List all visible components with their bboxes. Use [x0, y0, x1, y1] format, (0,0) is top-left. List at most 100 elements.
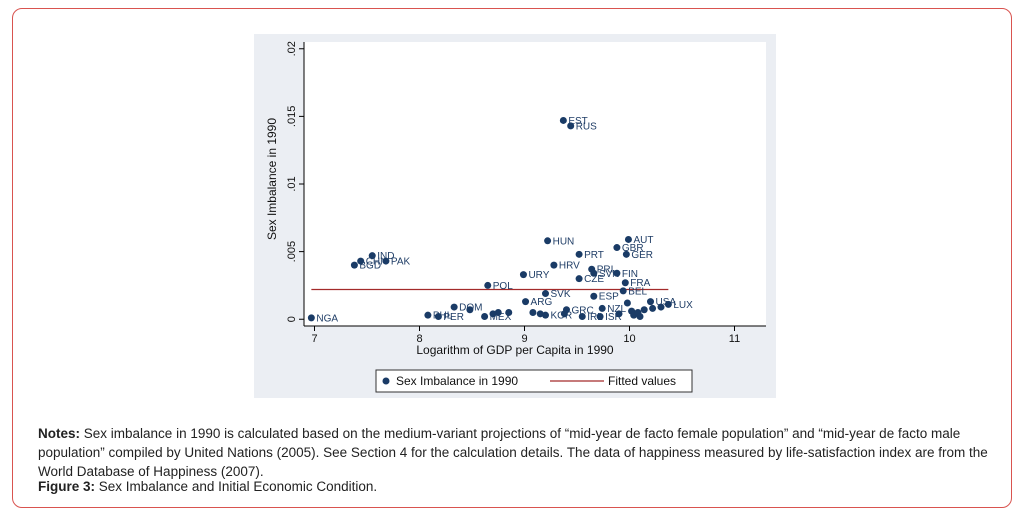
data-point	[613, 244, 621, 252]
data-point	[647, 298, 654, 306]
data-point	[550, 261, 558, 269]
y-axis-title: Sex Imbalance in 1990	[265, 118, 279, 240]
data-point	[350, 261, 358, 269]
legend-box	[375, 369, 693, 393]
point-label: CZE	[584, 274, 604, 285]
point-label: ARG	[531, 297, 553, 308]
data-point	[649, 304, 657, 312]
caption-label: Figure 3:	[38, 479, 96, 494]
point-label: GER	[631, 250, 653, 261]
point-label: BGD	[359, 261, 381, 272]
point-label: PRI	[597, 265, 614, 276]
point-label: GBR	[622, 243, 644, 254]
point-label: RUS	[576, 121, 597, 132]
point-label: KOR	[551, 311, 573, 322]
data-point	[567, 122, 575, 130]
point-label: NZL	[607, 304, 626, 315]
point-label: SVK	[551, 289, 571, 300]
y-tick-label: .005	[286, 241, 298, 262]
data-point	[590, 269, 598, 277]
figure-notes: Notes: Sex imbalance in 1990 is calculat…	[38, 424, 998, 481]
y-tick-label: .015	[286, 106, 298, 127]
data-point	[636, 313, 644, 321]
legend-label-fitted: Fitted values	[608, 374, 676, 388]
data-point	[624, 235, 632, 243]
notes-text: Sex imbalance in 1990 is calculated base…	[38, 426, 988, 479]
legend-label-points: Sex Imbalance in 1990	[396, 374, 518, 388]
scatter-chart: 7 8 9 10 11 0 .005 .01 .015 .02 Logarithm of GDP p…	[265, 41, 766, 393]
data-point	[613, 269, 621, 277]
data-point	[578, 313, 586, 321]
point-label: HRV	[559, 261, 580, 272]
figure-caption: Figure 3: Sex Imbalance and Initial Econ…	[38, 479, 377, 494]
data-point	[657, 303, 665, 311]
point-label: PER	[443, 312, 464, 323]
point-label: MEX	[490, 312, 512, 323]
data-point	[519, 271, 527, 279]
x-tick-label: 8	[416, 333, 422, 345]
point-label: CHN	[366, 257, 388, 268]
point-label: POL	[493, 281, 513, 292]
point-label: ESP	[599, 292, 619, 303]
data-point	[615, 310, 623, 318]
data-point	[481, 313, 489, 321]
point-label: HUN	[553, 236, 575, 247]
point-label: FIN	[622, 269, 638, 280]
point-label: LUX	[673, 300, 693, 311]
point-label: IND	[377, 251, 394, 262]
data-point	[622, 250, 630, 258]
data-point	[559, 116, 567, 124]
point-label: IRL	[587, 312, 603, 323]
data-point	[621, 279, 629, 287]
data-point	[450, 303, 458, 311]
point-label: URY	[528, 270, 549, 281]
data-point	[484, 281, 492, 289]
data-point	[560, 310, 568, 318]
x-tick-label: 7	[311, 333, 317, 345]
data-point	[494, 308, 502, 316]
plot-area	[304, 42, 766, 326]
y-tick-label: .02	[286, 41, 298, 56]
data-point	[542, 311, 549, 319]
data-point	[466, 306, 474, 314]
data-point	[529, 308, 537, 316]
y-tick-label: .01	[286, 176, 298, 191]
data-point	[544, 237, 552, 245]
caption-text: Sex Imbalance and Initial Economic Condi…	[95, 479, 378, 494]
point-label: PRT	[584, 250, 604, 261]
point-label: PAK	[391, 257, 411, 268]
data-point	[575, 275, 583, 283]
point-label: EST	[568, 116, 587, 127]
data-point	[382, 257, 390, 265]
data-point	[640, 306, 648, 314]
data-point	[664, 300, 672, 308]
data-point	[357, 257, 365, 265]
point-label: ISR	[605, 312, 622, 323]
data-point	[489, 310, 497, 318]
data-point	[596, 313, 604, 321]
notes-label: Notes:	[38, 426, 81, 441]
point-label: PHL	[433, 311, 453, 322]
x-tick-label: 11	[729, 333, 740, 345]
chart-panel: 7 8 9 10 11 0 .005 .01 .015 .02 Logarithm of GDP p…	[254, 34, 776, 398]
point-label: BEL	[628, 286, 647, 297]
x-tick-label: 9	[521, 333, 527, 345]
data-point	[522, 298, 530, 306]
data-point	[619, 287, 627, 295]
point-label: FRA	[630, 278, 650, 289]
point-label: AUT	[633, 235, 653, 246]
y-tick-label: 0	[286, 316, 298, 322]
x-axis-title: Logarithm of GDP per Capita in 1990	[416, 343, 614, 357]
data-point	[623, 299, 631, 307]
point-label: GRC	[572, 305, 594, 316]
x-tick-label: 10	[623, 333, 635, 345]
data-point	[575, 250, 583, 258]
data-point	[434, 313, 442, 321]
data-point	[424, 311, 432, 319]
data-point	[598, 304, 606, 312]
legend-marker-points	[382, 377, 390, 385]
data-point	[505, 308, 513, 316]
point-label: NGA	[316, 313, 338, 324]
data-point	[536, 310, 544, 318]
data-point	[542, 290, 549, 298]
